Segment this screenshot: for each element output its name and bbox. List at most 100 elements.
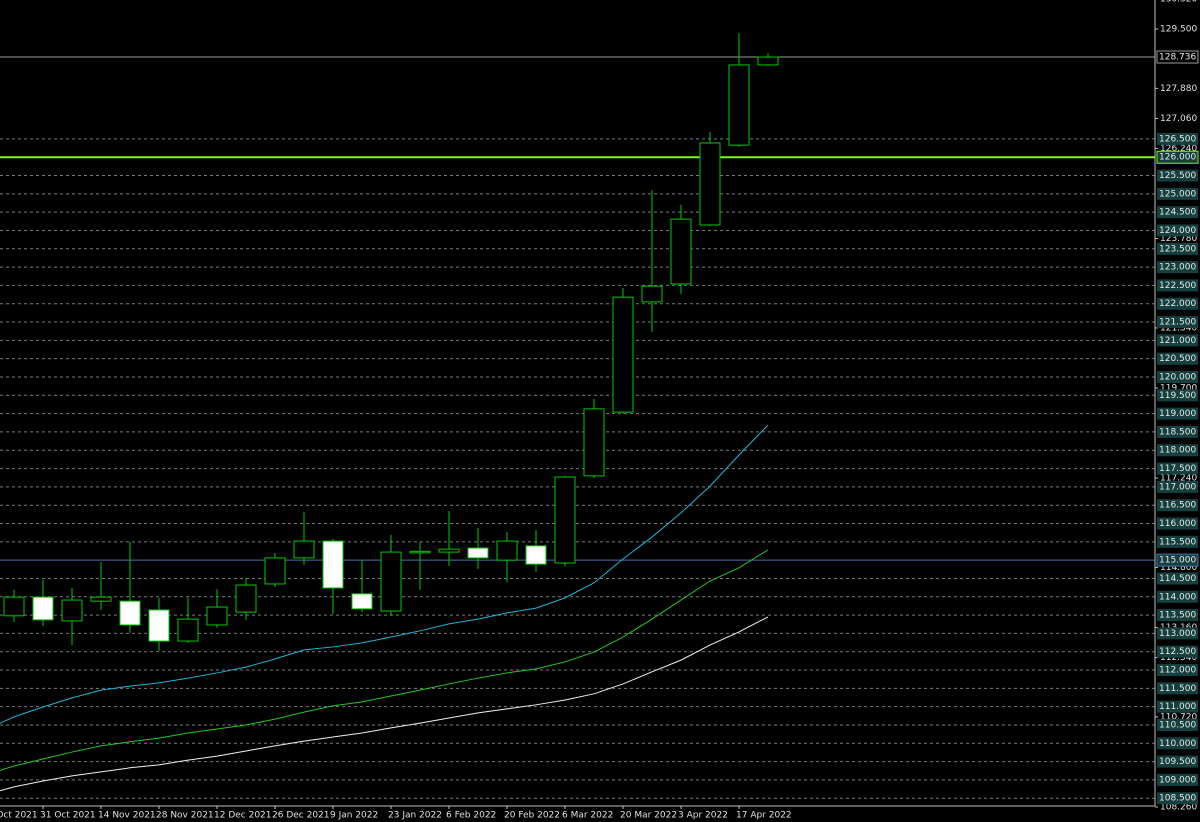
y-tick-label: 110.720 (1160, 712, 1197, 722)
level-label: 121.000 (1159, 336, 1196, 346)
level-box (1157, 279, 1198, 292)
level-box (1157, 206, 1198, 219)
y-tick-label: 126.240 (1160, 144, 1197, 154)
candle-body (351, 593, 373, 610)
level-box (1157, 297, 1198, 310)
level-box (1157, 425, 1198, 438)
candle-body (409, 550, 431, 554)
level-box (1157, 407, 1198, 420)
candle-body (235, 584, 257, 613)
level-box (1157, 755, 1198, 768)
level-box (1157, 370, 1198, 383)
level-box (1157, 535, 1198, 548)
candle-body (496, 540, 518, 561)
level-box (1157, 169, 1198, 182)
level-label: 119.500 (1159, 391, 1196, 401)
candle-body (293, 540, 315, 559)
x-tick-label: 6 Feb 2022 (446, 811, 496, 821)
level-label: 125.000 (1159, 189, 1196, 199)
level-label: 114.000 (1159, 592, 1196, 602)
y-tick-label: 112.340 (1160, 653, 1197, 663)
level-label: 124.500 (1159, 208, 1196, 218)
level-label: 115.000 (1159, 556, 1196, 566)
level-box (1157, 645, 1198, 658)
moving-average (0, 424, 769, 724)
level-label: 114.500 (1159, 574, 1196, 584)
candle-body (757, 56, 779, 66)
level-box (1157, 316, 1198, 329)
level-label: 123.000 (1159, 263, 1196, 273)
y-tick-label: 117.240 (1160, 474, 1197, 484)
level-label: 110.500 (1159, 720, 1196, 730)
y-tick-label: 114.800 (1160, 563, 1197, 573)
level-label: 121.500 (1159, 318, 1196, 328)
level-box (1157, 590, 1198, 603)
level-label: 120.500 (1159, 354, 1196, 364)
level-label: 109.000 (1159, 775, 1196, 785)
level-label: 123.500 (1159, 244, 1196, 254)
level-label: 111.000 (1159, 702, 1196, 712)
level-label: 109.500 (1159, 757, 1196, 767)
level-box (1157, 792, 1198, 805)
level-label: 108.500 (1159, 794, 1196, 804)
level-label: 112.000 (1159, 666, 1196, 676)
x-tick-label: 6 Mar 2022 (562, 811, 613, 821)
level-label: 117.000 (1159, 482, 1196, 492)
level-box (1157, 187, 1198, 200)
level-label: 122.000 (1159, 299, 1196, 309)
level-box (1157, 462, 1198, 475)
level-label: 116.000 (1159, 519, 1196, 529)
y-tick-label: 127.880 (1160, 84, 1197, 94)
level-box (1157, 609, 1198, 622)
candle-body (3, 596, 25, 617)
x-tick-label: 3 Apr 2022 (678, 811, 728, 821)
x-tick-label: 26 Dec 2021 (272, 811, 330, 821)
level-box (1157, 664, 1198, 677)
level-box (1157, 242, 1198, 255)
x-tick-label: 12 Dec 2021 (214, 811, 272, 821)
x-tick-label: 20 Feb 2022 (504, 811, 560, 821)
level-box (1157, 718, 1198, 731)
level-label: 117.500 (1159, 464, 1196, 474)
level-box (1156, 553, 1199, 567)
candle-body (699, 142, 721, 226)
level-box (1157, 480, 1198, 493)
candle-body (670, 218, 692, 285)
level-label: 126.000 (1159, 153, 1196, 163)
x-tick-label: 14 Nov 2021 (98, 811, 156, 821)
y-tick-label: 121.340 (1160, 323, 1197, 333)
level-box (1157, 389, 1198, 402)
level-label: 118.000 (1159, 446, 1196, 456)
x-tick-label: 9 Jan 2022 (330, 811, 378, 821)
candle-body (32, 596, 54, 621)
candle-body (641, 285, 663, 303)
candle-body (467, 547, 489, 559)
x-tick-label: 28 Nov 2021 (156, 811, 214, 821)
level-label: 115.500 (1159, 537, 1196, 547)
level-box (1157, 334, 1198, 347)
level-label: 125.500 (1159, 171, 1196, 181)
level-box (1157, 499, 1198, 512)
level-box (1157, 517, 1198, 530)
level-box (1157, 682, 1198, 695)
level-box (1157, 572, 1198, 585)
moving-average (0, 616, 769, 792)
y-tick-label: 108.260 (1160, 803, 1197, 813)
level-label: 111.500 (1159, 684, 1196, 694)
level-label: 126.500 (1159, 134, 1196, 144)
level-label: 128.736 (1159, 53, 1196, 63)
level-label: 119.000 (1159, 409, 1196, 419)
level-box (1157, 224, 1198, 237)
candle-body (206, 606, 228, 626)
plot-area (0, 33, 1155, 799)
level-box (1157, 700, 1198, 713)
level-box (1157, 627, 1198, 640)
level-label: 113.500 (1159, 611, 1196, 621)
y-tick-label: 127.060 (1160, 114, 1197, 124)
y-tick-label: 119.700 (1160, 383, 1197, 393)
level-label: 120.000 (1159, 372, 1196, 382)
x-tick-label: 20 Mar 2022 (620, 811, 677, 821)
